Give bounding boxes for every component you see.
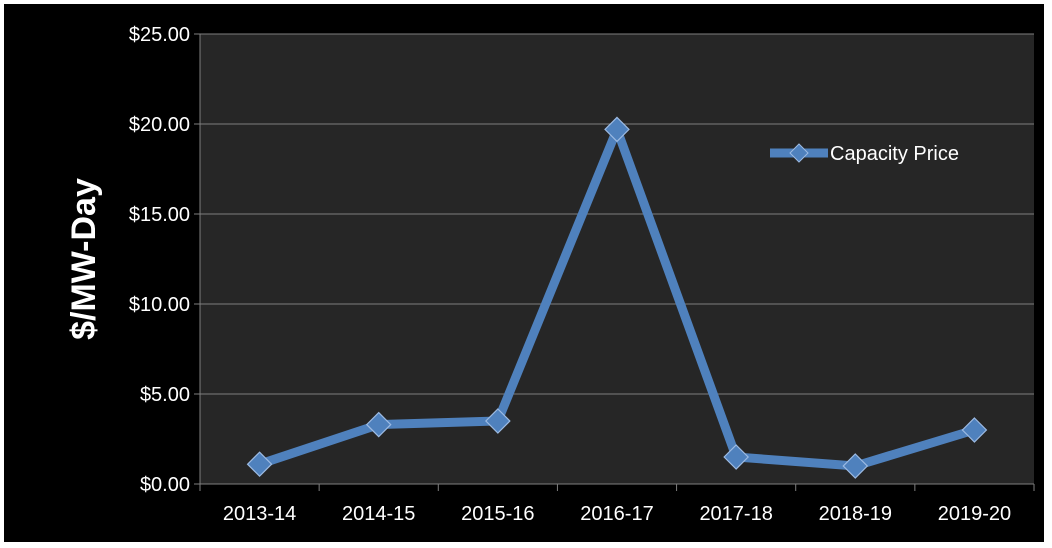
data-point (842, 453, 869, 479)
x-tick-labels: 2013-14 2014-15 2015-16 2016-17 2017-18 2018-… (223, 503, 1011, 525)
legend: Capacity Price (770, 143, 959, 165)
data-point (961, 417, 988, 443)
plot-area (200, 34, 1034, 484)
series-capacity-price (246, 116, 988, 479)
data-point (365, 411, 392, 438)
legend-swatch-marker (789, 143, 809, 163)
x-tick-label: 2016-17 (580, 503, 653, 525)
y-tick-label: $25.00 (129, 24, 190, 46)
data-point (246, 451, 273, 478)
gridlines (194, 33, 1034, 485)
y-tick-label: $15.00 (129, 204, 190, 226)
y-tick-label: $20.00 (129, 114, 190, 136)
axes (199, 34, 1035, 491)
y-axis-title: $/MW-Day (65, 178, 103, 340)
y-tick-label: $0.00 (140, 474, 190, 496)
legend-label: Capacity Price (830, 143, 959, 165)
data-point (723, 444, 749, 470)
x-tick-label: 2013-14 (223, 503, 296, 525)
data-point (485, 408, 511, 434)
x-tick-label: 2018-19 (819, 503, 892, 525)
x-tick-label: 2019-20 (938, 503, 1011, 525)
y-tick-label: $10.00 (129, 294, 190, 316)
y-tick-label: $5.00 (140, 384, 190, 406)
x-tick-label: 2014-15 (342, 503, 415, 525)
data-point (604, 116, 630, 143)
x-tick-label: 2017-18 (699, 503, 772, 525)
x-tick-label: 2015-16 (461, 503, 534, 525)
y-tick-labels: $0.00 $5.00 $10.00 $15.00 $20.00 $25.00 (129, 24, 190, 496)
